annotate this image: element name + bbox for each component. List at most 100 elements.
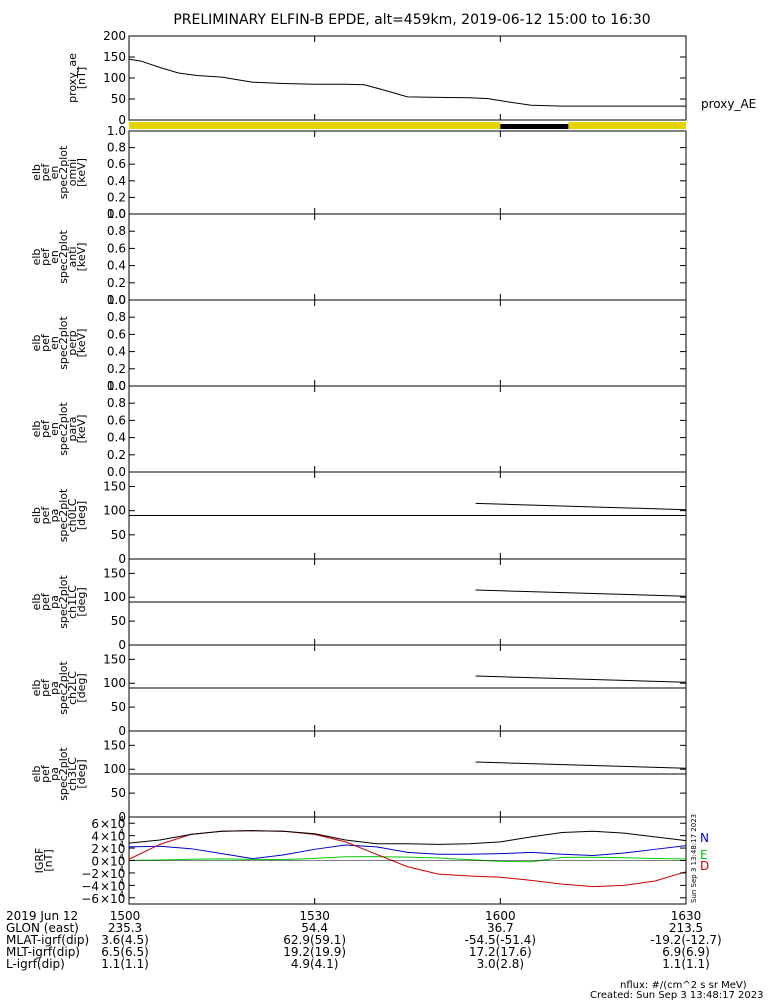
- ephem-row-label: MLT-igrf(dip): [6, 945, 80, 959]
- y-axis-label-line: [nT]: [75, 67, 88, 89]
- y-axis-label-line: spec2plot: [57, 488, 70, 542]
- igrf-legend-d: D: [700, 859, 709, 873]
- ephem-value: 3.6(4.5): [101, 933, 149, 947]
- y-axis-label-line: elb: [30, 335, 43, 352]
- y-tick-label: 6: [91, 817, 99, 831]
- y-axis-label-line: pa: [48, 595, 61, 609]
- ephem-row-label: GLON (east): [6, 921, 79, 935]
- y-tick-label: 0.6: [107, 241, 126, 255]
- y-tick-exponent: 4: [119, 877, 124, 886]
- y-tick-label: 0: [91, 855, 99, 869]
- igrf-legend-n: N: [700, 831, 709, 845]
- pa-line: [475, 589, 687, 597]
- proxy-ae-line: [128, 58, 686, 107]
- y-tick-label: 0.8: [107, 310, 126, 324]
- y-tick-label: 0.4: [107, 259, 126, 273]
- y-axis-label-line: spec2plot: [57, 230, 70, 284]
- y-axis-label-line: spec2plot: [57, 145, 70, 199]
- y-tick-label: 1.0: [107, 379, 126, 393]
- y-axis-label-line: [deg]: [75, 759, 88, 788]
- y-tick-label: 150: [103, 566, 126, 580]
- y-tick-label: 0: [118, 113, 126, 127]
- y-tick-label: 0: [118, 724, 126, 738]
- panel-proxy-ae: 200 150 100 50 0 proxy_AE proxy_ae[nT]: [66, 29, 756, 127]
- plot-title: PRELIMINARY ELFIN-B EPDE, alt=459km, 201…: [173, 12, 650, 28]
- y-axis-label-line: pef: [39, 506, 52, 525]
- pa-line: [475, 502, 687, 511]
- y-tick-label: 0: [118, 552, 126, 566]
- y-axis-label-line: en: [48, 336, 61, 350]
- y-tick-exponent: 4: [119, 853, 124, 862]
- y-axis-label-line: elb: [30, 507, 43, 524]
- y-tick-label: 2: [91, 842, 99, 856]
- y-tick-label: 150: [103, 652, 126, 666]
- status-bar: [129, 122, 686, 129]
- ephem-value: 4.9(4.1): [291, 957, 339, 971]
- status-segment-yellow: [129, 122, 501, 129]
- y-tick-times: ×10: [100, 867, 125, 881]
- y-tick-label: 100: [103, 762, 126, 776]
- y-tick-label: 1.0: [107, 124, 126, 138]
- y-axis-label-line: [deg]: [75, 673, 88, 702]
- y-tick-label: 150: [103, 480, 126, 494]
- y-axis-label-line: pef: [39, 163, 52, 182]
- panel-en-spec-omni: 1.0 0.8 0.6 0.4 0.2 0.0 elbpefenspec2plotomni[…: [30, 124, 687, 221]
- status-segment-black: [500, 124, 569, 129]
- ephem-value: 1530: [299, 909, 330, 923]
- y-tick-label: 100: [103, 71, 126, 85]
- y-tick-label: 0.0: [107, 465, 126, 479]
- y-axis-label-line: ch3LC: [66, 757, 79, 791]
- ephem-value: 1.1(1.1): [101, 957, 149, 971]
- y-axis-label-line: [keV]: [75, 243, 88, 272]
- y-axis-label-line: pa: [48, 509, 61, 523]
- y-tick-label: 150: [103, 738, 126, 752]
- y-tick-label: 1.0: [107, 293, 126, 307]
- ephem-value: 36.7: [487, 921, 514, 935]
- y-axis-label-line: spec2plot: [57, 402, 70, 456]
- y-axis-label-line: ch1LC: [66, 585, 79, 619]
- y-axis-label-line: [keV]: [75, 158, 88, 187]
- units-note: nflux: #/(cm^2 s sr MeV): [620, 980, 747, 991]
- y-axis-label-line: [deg]: [75, 587, 88, 616]
- y-tick-label: 0.2: [107, 190, 126, 204]
- y-axis-label-line: [deg]: [75, 501, 88, 530]
- y-axis-label-line: spec2plot: [57, 747, 70, 801]
- y-axis-label-line: pef: [39, 333, 52, 352]
- y-tick-label: 0.6: [107, 327, 126, 341]
- ephem-value: 235.3: [108, 921, 142, 935]
- y-tick-times: ×10: [100, 830, 125, 844]
- y-axis-label-line: [keV]: [75, 329, 88, 358]
- y-tick-label: 1.0: [107, 207, 126, 221]
- y-tick-label: 50: [111, 92, 126, 106]
- y-axis-label-line: en: [48, 250, 61, 264]
- y-axis-label-line: IGRF: [33, 848, 46, 874]
- y-axis-label-line: spec2plot: [57, 316, 70, 370]
- y-tick-times: ×10: [100, 879, 125, 893]
- y-tick-label: 0: [118, 810, 126, 824]
- igrf-e-line: [128, 856, 687, 863]
- panel-en-spec-para: 1.0 0.8 0.6 0.4 0.2 0.0 elbpefenspec2plotpara[…: [30, 379, 687, 479]
- y-tick-label: 0.2: [107, 276, 126, 290]
- y-tick-label: 0.0: [107, 293, 126, 307]
- y-axis-label-line: [nT]: [42, 849, 55, 871]
- ephem-row-label: 2019 Jun 12: [6, 909, 78, 923]
- y-axis-label-line: [keV]: [75, 415, 88, 444]
- y-axis-label-line: para: [66, 417, 79, 442]
- y-tick-label: 50: [111, 614, 126, 628]
- y-tick-label: 100: [103, 504, 126, 518]
- y-tick-label: 0.6: [107, 413, 126, 427]
- ephem-value: 3.0(2.8): [477, 957, 525, 971]
- y-tick-label: 200: [103, 29, 126, 43]
- panel-frame: [128, 299, 687, 387]
- ephem-value: 6.5(6.5): [101, 945, 149, 959]
- y-tick-exponent: 4: [119, 840, 124, 849]
- y-tick-label: 0.0: [107, 207, 126, 221]
- ephem-value: 54.4: [301, 921, 328, 935]
- pa-line: [475, 761, 687, 769]
- y-axis-label-line: spec2plot: [57, 575, 70, 629]
- y-tick-times: ×10: [100, 892, 125, 906]
- y-axis-label-line: elb: [30, 164, 43, 181]
